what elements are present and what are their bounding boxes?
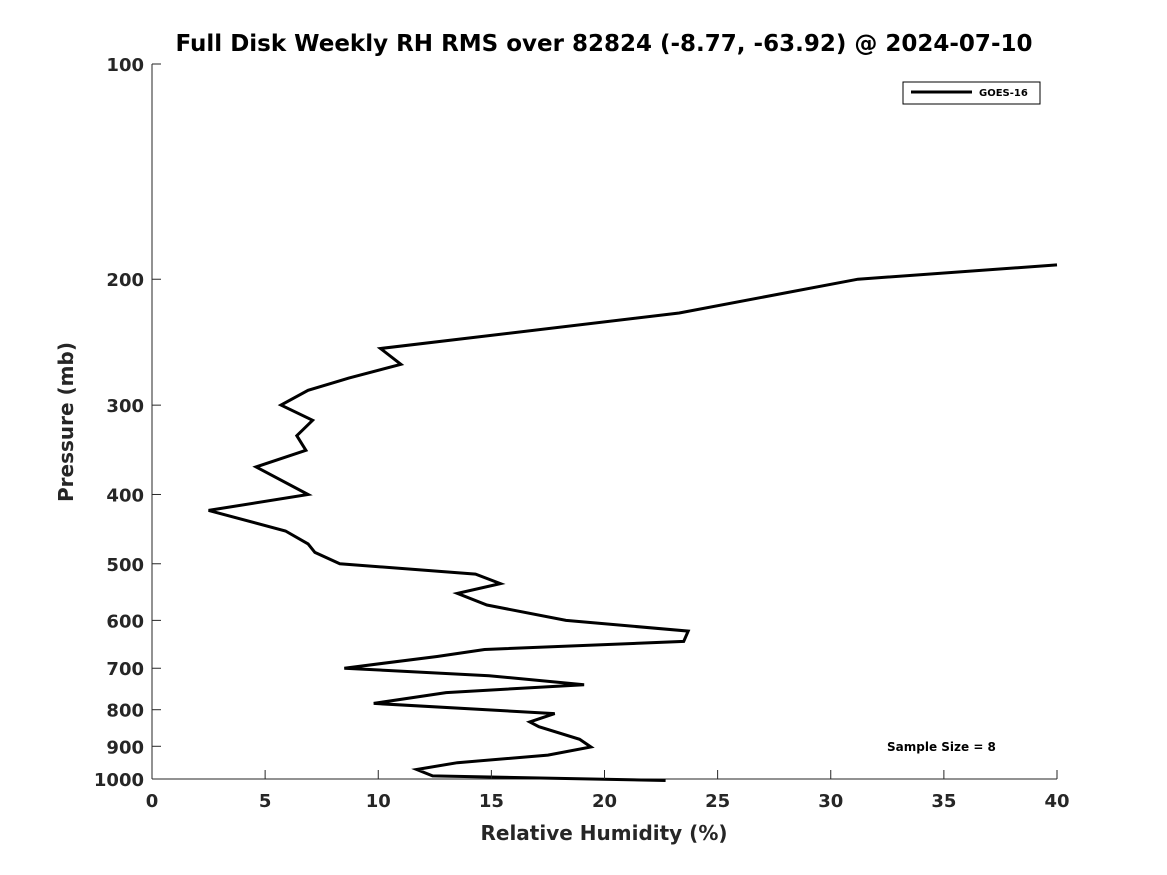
legend-label-goes-16: GOES-16	[979, 88, 1028, 99]
x-tick-label: 40	[1044, 791, 1069, 812]
legend: GOES-16	[902, 81, 1041, 105]
x-tick-label: 30	[818, 791, 843, 812]
y-tick-label: 100	[106, 55, 144, 76]
x-tick-label: 10	[366, 791, 391, 812]
chart-title: Full Disk Weekly RH RMS over 82824 (-8.7…	[175, 31, 1032, 57]
y-tick-label: 400	[106, 485, 144, 506]
y-tick-label: 1000	[94, 770, 144, 791]
y-tick-label: 800	[106, 701, 144, 722]
y-axis-label: Pressure (mb)	[54, 342, 78, 502]
x-tick-label: 0	[146, 791, 159, 812]
y-tick-label: 300	[106, 396, 144, 417]
plot-area	[151, 64, 1058, 782]
y-tick-label: 900	[106, 737, 144, 758]
x-tick-label: 35	[931, 791, 956, 812]
y-tick-label: 200	[106, 270, 144, 291]
y-axis: 100 200 300 400 500 600 700 800 900 1000	[94, 55, 161, 791]
y-tick-label: 500	[106, 555, 144, 576]
y-tick-label: 700	[106, 659, 144, 680]
series-line-goes-16	[208, 263, 1058, 782]
x-tick-label: 20	[592, 791, 617, 812]
x-tick-label: 15	[479, 791, 504, 812]
x-axis: 0 5 10 15 20 25 30 35 40	[146, 770, 1070, 812]
x-tick-label: 25	[705, 791, 730, 812]
x-axis-label: Relative Humidity (%)	[480, 821, 727, 845]
sample-size-annotation: Sample Size = 8	[887, 740, 996, 754]
y-tick-label: 600	[106, 611, 144, 632]
x-tick-label: 5	[259, 791, 272, 812]
